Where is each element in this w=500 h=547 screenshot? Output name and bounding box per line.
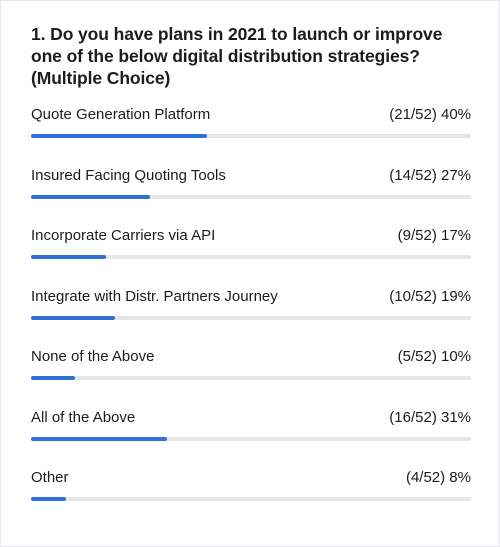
poll-option-bar (31, 497, 67, 501)
poll-option-track (31, 134, 471, 138)
poll-option-stat: (16/52) 31% (389, 408, 471, 426)
poll-option-label: Insured Facing Quoting Tools (31, 166, 226, 184)
poll-option-bar (31, 376, 75, 380)
poll-option-track (31, 194, 471, 199)
poll-option-stat: (21/52) 40% (389, 106, 471, 123)
poll-option-all-of-the-above: All of the Above (16/52) 31% (31, 407, 471, 468)
poll-question: 1. Do you have plans in 2021 to launch o… (31, 24, 443, 88)
poll-option-stat: (5/52) 10% (397, 348, 471, 365)
poll-option-bar (31, 134, 207, 138)
poll-option-label: Integrate with Distr. Partners Journey (31, 287, 278, 305)
poll-option-bar (31, 194, 150, 199)
poll-option-label: None of the Above (31, 348, 155, 365)
poll-option-bar (31, 255, 106, 259)
poll-option-stat: (10/52) 19% (389, 287, 471, 305)
poll-option-quote-generation-platform: Quote Generation Platform (21/52) 40% (31, 104, 471, 165)
poll-option-stat: (14/52) 27% (389, 166, 471, 184)
poll-option-track (31, 436, 471, 441)
poll-option-label: Other (31, 469, 69, 486)
poll-option-bar (31, 315, 115, 320)
poll-option-integrate-with-distr-partners-journey: Integrate with Distr. Partners Journey (… (31, 286, 471, 347)
poll-option-none-of-the-above: None of the Above (5/52) 10% (31, 346, 471, 407)
poll-option-track (31, 255, 471, 259)
poll-option-track (31, 376, 471, 380)
poll-option-track (31, 315, 471, 320)
poll-option-other: Other (4/52) 8% (31, 467, 471, 528)
poll-option-track (31, 497, 471, 501)
poll-option-insured-facing-quoting-tools: Insured Facing Quoting Tools (14/52) 27% (31, 165, 471, 226)
poll-option-label: Incorporate Carriers via API (31, 227, 216, 244)
poll-option-label: Quote Generation Platform (31, 106, 211, 123)
poll-option-bar (31, 436, 168, 441)
poll-option-label: All of the Above (31, 408, 136, 426)
poll-option-stat: (4/52) 8% (405, 469, 471, 486)
poll-option-incorporate-carriers-via-api: Incorporate Carriers via API (9/52) 17% (31, 225, 471, 286)
poll-options-list: Quote Generation Platform (21/52) 40% In… (31, 104, 471, 528)
poll-option-stat: (9/52) 17% (397, 227, 471, 244)
